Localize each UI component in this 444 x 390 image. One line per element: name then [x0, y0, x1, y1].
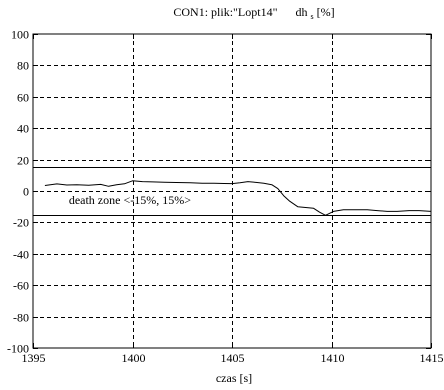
- y-tick-label: -100: [7, 342, 29, 356]
- chart-title-subscript: s: [311, 12, 314, 21]
- y-tick-label: 80: [17, 59, 29, 73]
- chart-title-gap: [281, 5, 293, 19]
- y-tick-label: -20: [13, 216, 29, 230]
- series-line: [44, 180, 432, 216]
- y-tick-label: 60: [17, 91, 29, 105]
- death-zone-annotation: death zone <-15%, 15%>: [69, 193, 191, 207]
- y-tick-label: 100: [11, 28, 29, 42]
- chart-title-variable: dh: [296, 5, 308, 19]
- x-tick-label: 1410: [321, 351, 345, 365]
- x-tick-label: 1395: [22, 351, 46, 365]
- y-tick-label: -60: [13, 279, 29, 293]
- chart-title: CON1: plik:"Lopt14" dh s [%]: [173, 5, 334, 22]
- chart-title-unit: [%]: [317, 5, 335, 19]
- x-tick-label: 1405: [221, 351, 245, 365]
- y-tick-label: -80: [13, 311, 29, 325]
- grid-lines: [33, 34, 431, 348]
- y-axis-ticks: 100 80 60 40 20 0 -20 -40 -60 -80 -100: [7, 28, 431, 356]
- x-tick-label: 1400: [122, 351, 146, 365]
- chart-title-main: CON1: plik:"Lopt14": [173, 5, 277, 19]
- y-tick-label: 20: [17, 154, 29, 168]
- x-axis-ticks: 1395 1400 1405 1410 1415: [22, 34, 444, 365]
- death-zone-lines: [33, 167, 431, 216]
- x-axis-label: czas [s]: [216, 371, 252, 385]
- x-tick-label: 1415: [420, 351, 444, 365]
- y-tick-label: -40: [13, 248, 29, 262]
- y-tick-label: 0: [23, 185, 29, 199]
- y-tick-label: 40: [17, 122, 29, 136]
- series-layer: [44, 180, 432, 216]
